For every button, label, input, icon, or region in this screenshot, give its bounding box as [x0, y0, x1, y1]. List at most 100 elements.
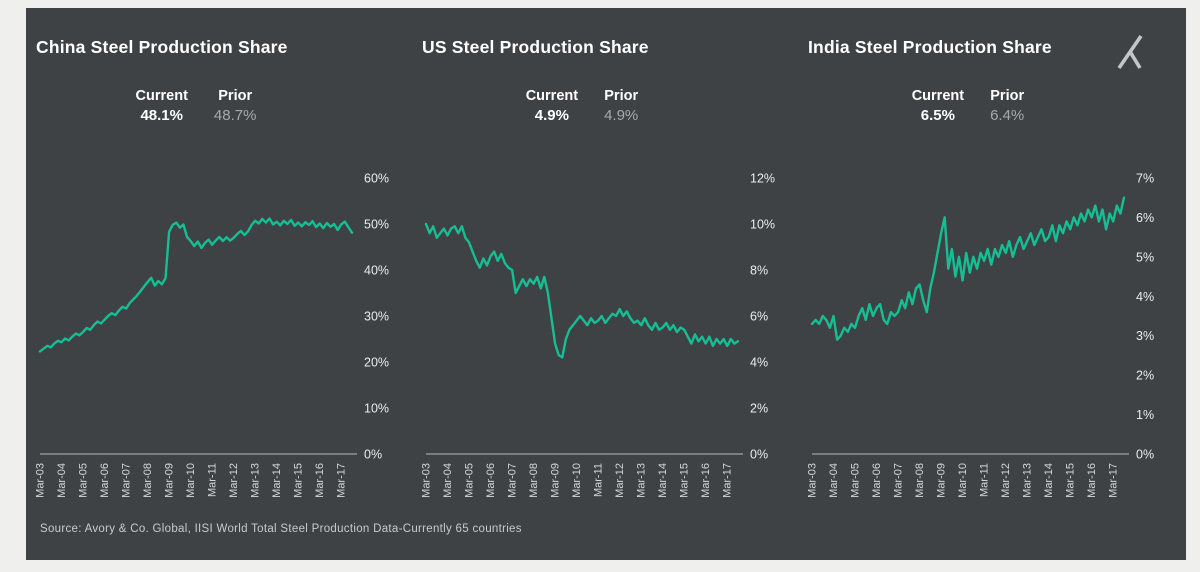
prior-stat: Prior 4.9%	[604, 88, 638, 124]
svg-text:Mar-08: Mar-08	[914, 463, 926, 498]
svg-text:Mar-06: Mar-06	[485, 463, 497, 498]
svg-text:Mar-15: Mar-15	[1065, 463, 1077, 498]
chart-india[interactable]: India Steel Production Share Current 6.5…	[798, 8, 1184, 520]
svg-text:Mar-07: Mar-07	[893, 463, 905, 498]
current-value: 48.1%	[140, 107, 183, 124]
svg-text:0%: 0%	[1136, 448, 1154, 462]
source-note: Source: Avory & Co. Global, IISI World T…	[40, 523, 522, 535]
svg-text:0%: 0%	[750, 448, 768, 462]
svg-text:2%: 2%	[750, 402, 768, 416]
chart-title-china: China Steel Production Share	[36, 37, 288, 57]
svg-text:3%: 3%	[1136, 329, 1154, 343]
svg-text:Mar-10: Mar-10	[185, 463, 197, 498]
svg-text:30%: 30%	[364, 310, 389, 324]
svg-text:Mar-16: Mar-16	[700, 463, 712, 498]
current-label: Current	[525, 88, 579, 104]
svg-text:Mar-17: Mar-17	[1108, 463, 1120, 498]
dashboard-panel: China Steel Production Share Current 48.…	[26, 8, 1186, 560]
svg-text:Mar-16: Mar-16	[1086, 463, 1098, 498]
svg-text:Mar-07: Mar-07	[507, 463, 519, 498]
svg-text:Mar-14: Mar-14	[271, 463, 283, 498]
svg-text:Mar-14: Mar-14	[657, 463, 669, 498]
svg-text:Mar-04: Mar-04	[828, 463, 840, 498]
current-value: 4.9%	[534, 107, 569, 124]
line-chart-us: 0% 2% 4% 6% 8% 10% 12% Mar-03 Mar-04 Mar-05 Mar-06…	[421, 172, 776, 498]
current-label: Current	[911, 88, 965, 104]
svg-text:40%: 40%	[364, 264, 389, 278]
svg-text:Mar-04: Mar-04	[442, 463, 454, 498]
svg-text:Mar-11: Mar-11	[593, 463, 605, 497]
prior-label: Prior	[990, 88, 1025, 104]
svg-text:Mar-17: Mar-17	[722, 463, 734, 498]
stats-row-us: Current 4.9% Prior 4.9%	[412, 88, 752, 124]
current-stat: Current 4.9%	[526, 88, 578, 124]
line-chart-china: 0% 10% 20% 30% 40% 50% 60% Mar-03 Mar-04 Mar-05 Ma…	[35, 172, 390, 498]
svg-text:10%: 10%	[750, 218, 775, 232]
svg-text:6%: 6%	[1136, 211, 1154, 225]
svg-text:Mar-11: Mar-11	[207, 463, 219, 497]
chart-title-india: India Steel Production Share	[808, 37, 1052, 57]
svg-text:Mar-05: Mar-05	[850, 463, 862, 498]
svg-text:Mar-07: Mar-07	[121, 463, 133, 498]
charts-row: China Steel Production Share Current 48.…	[26, 8, 1186, 520]
svg-text:Mar-15: Mar-15	[679, 463, 691, 498]
svg-text:Mar-09: Mar-09	[550, 463, 562, 498]
svg-text:Mar-06: Mar-06	[99, 463, 111, 498]
chart-title-us: US Steel Production Share	[422, 37, 649, 57]
svg-text:Mar-05: Mar-05	[464, 463, 476, 498]
chart-china[interactable]: China Steel Production Share Current 48.…	[26, 8, 412, 520]
avory-logo-icon	[1117, 34, 1143, 70]
svg-text:Mar-12: Mar-12	[614, 463, 626, 498]
svg-text:Mar-10: Mar-10	[571, 463, 583, 498]
prior-value: 48.7%	[213, 107, 257, 124]
svg-text:Mar-03: Mar-03	[35, 463, 47, 498]
svg-text:Mar-13: Mar-13	[250, 463, 262, 498]
svg-text:20%: 20%	[364, 356, 389, 370]
svg-text:Mar-08: Mar-08	[528, 463, 540, 498]
stats-row-india: Current 6.5% Prior 6.4%	[798, 88, 1138, 124]
svg-text:7%: 7%	[1136, 172, 1154, 186]
line-chart-india: 0% 1% 2% 3% 4% 5% 6% 7% Mar-03 Mar-04 Mar-05 Mar-06…	[807, 172, 1155, 498]
svg-text:Mar-14: Mar-14	[1043, 463, 1055, 498]
prior-value: 6.4%	[990, 107, 1025, 124]
chart-us[interactable]: US Steel Production Share Current 4.9% P…	[412, 8, 798, 520]
svg-text:2%: 2%	[1136, 369, 1154, 383]
svg-text:Mar-05: Mar-05	[78, 463, 90, 498]
svg-text:0%: 0%	[364, 448, 382, 462]
svg-text:12%: 12%	[750, 172, 775, 186]
svg-text:Mar-09: Mar-09	[936, 463, 948, 498]
prior-label: Prior	[604, 88, 639, 104]
svg-text:Mar-10: Mar-10	[957, 463, 969, 498]
svg-text:4%: 4%	[1136, 290, 1154, 304]
svg-text:Mar-17: Mar-17	[336, 463, 348, 498]
current-value: 6.5%	[920, 107, 955, 124]
svg-text:Mar-03: Mar-03	[807, 463, 819, 498]
current-stat: Current 6.5%	[912, 88, 964, 124]
prior-stat: Prior 48.7%	[214, 88, 257, 124]
svg-text:Mar-16: Mar-16	[314, 463, 326, 498]
svg-text:Mar-08: Mar-08	[142, 463, 154, 498]
svg-text:Mar-12: Mar-12	[1000, 463, 1012, 498]
prior-stat: Prior 6.4%	[990, 88, 1024, 124]
svg-text:Mar-12: Mar-12	[228, 463, 240, 498]
svg-text:50%: 50%	[364, 218, 389, 232]
svg-text:4%: 4%	[750, 356, 768, 370]
svg-text:10%: 10%	[364, 402, 389, 416]
prior-value: 4.9%	[604, 107, 639, 124]
svg-text:1%: 1%	[1136, 408, 1154, 422]
svg-text:Mar-15: Mar-15	[293, 463, 305, 498]
svg-text:60%: 60%	[364, 172, 389, 186]
svg-text:6%: 6%	[750, 310, 768, 324]
prior-label: Prior	[218, 88, 253, 104]
stats-row-china: Current 48.1% Prior 48.7%	[26, 88, 366, 124]
svg-text:Mar-11: Mar-11	[979, 463, 991, 497]
svg-text:Mar-06: Mar-06	[871, 463, 883, 498]
svg-text:Mar-13: Mar-13	[1022, 463, 1034, 498]
svg-text:8%: 8%	[750, 264, 768, 278]
current-stat: Current 48.1%	[136, 88, 188, 124]
svg-text:5%: 5%	[1136, 250, 1154, 264]
svg-text:Mar-04: Mar-04	[56, 463, 68, 498]
svg-text:Mar-09: Mar-09	[164, 463, 176, 498]
current-label: Current	[135, 88, 188, 104]
